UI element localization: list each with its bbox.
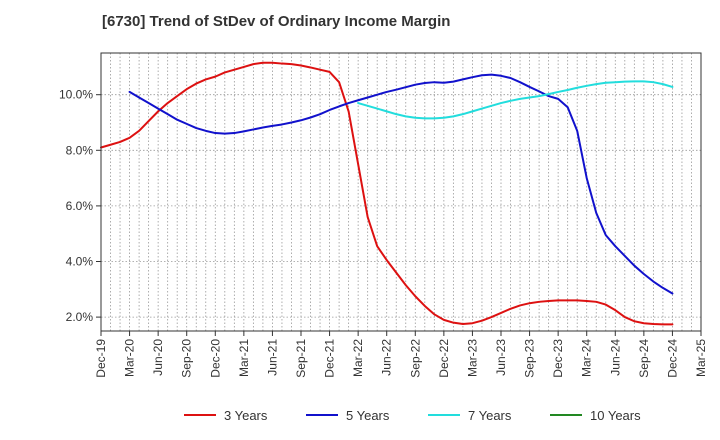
plot-frame bbox=[100, 52, 702, 332]
x-tick-label: Dec-21 bbox=[323, 339, 337, 378]
x-tick-label: Jun-21 bbox=[265, 339, 279, 376]
y-tick-label: 2.0% bbox=[66, 310, 94, 324]
x-tick-label: Jun-24 bbox=[608, 339, 622, 376]
gridlines bbox=[100, 53, 702, 331]
x-tick-label: Dec-24 bbox=[665, 339, 679, 378]
legend-item: 3 Years bbox=[184, 408, 268, 423]
x-tick-label: Mar-21 bbox=[237, 339, 251, 377]
legend-item: 7 Years bbox=[428, 408, 512, 423]
plot-area bbox=[101, 53, 701, 331]
series-lines bbox=[100, 61, 674, 326]
chart-title: [6730] Trend of StDev of Ordinary Income… bbox=[102, 13, 451, 30]
x-tick-label: Jun-22 bbox=[380, 339, 394, 376]
legend-item: 5 Years bbox=[306, 408, 390, 423]
x-tick-label: Dec-20 bbox=[208, 339, 222, 378]
legend: 3 Years 5 Years 7 Years 10 Years bbox=[184, 408, 641, 423]
series-line-5-years bbox=[128, 73, 674, 295]
x-tick-label: Jun-23 bbox=[494, 339, 508, 376]
series-line-7-years bbox=[357, 80, 674, 120]
axes: 2.0% 4.0% 6.0% 8.0% 10.0% Dec-19 Mar-20 Jun-20 S… bbox=[59, 52, 708, 378]
x-tick-label: Mar-25 bbox=[694, 339, 708, 377]
x-tick-label: Sep-21 bbox=[294, 339, 308, 378]
series-line-3-years bbox=[100, 61, 674, 326]
y-tick-label: 4.0% bbox=[66, 255, 94, 269]
legend-label: 7 Years bbox=[468, 408, 512, 423]
legend-label: 10 Years bbox=[590, 408, 641, 423]
x-tick-label: Mar-20 bbox=[123, 339, 137, 377]
x-tick-label: Dec-22 bbox=[437, 339, 451, 378]
y-tick-label: 10.0% bbox=[59, 88, 93, 102]
plot-background bbox=[101, 53, 701, 331]
y-tick-label: 6.0% bbox=[66, 199, 94, 213]
x-tick-label: Sep-23 bbox=[523, 339, 537, 378]
x-tick-label: Jun-20 bbox=[151, 339, 165, 376]
y-tick-label: 8.0% bbox=[66, 143, 94, 157]
x-tick-label: Sep-22 bbox=[408, 339, 422, 378]
x-tick-label: Mar-23 bbox=[465, 339, 479, 377]
x-tick-label: Sep-24 bbox=[637, 339, 651, 378]
legend-label: 5 Years bbox=[346, 408, 390, 423]
x-tick-label: Dec-19 bbox=[94, 339, 108, 378]
legend-label: 3 Years bbox=[224, 408, 268, 423]
x-tick-label: Sep-20 bbox=[180, 339, 194, 378]
x-tick-label: Mar-24 bbox=[580, 339, 594, 377]
x-tick-label: Dec-23 bbox=[551, 339, 565, 378]
x-tick-label: Mar-22 bbox=[351, 339, 365, 377]
legend-item: 10 Years bbox=[550, 408, 641, 423]
